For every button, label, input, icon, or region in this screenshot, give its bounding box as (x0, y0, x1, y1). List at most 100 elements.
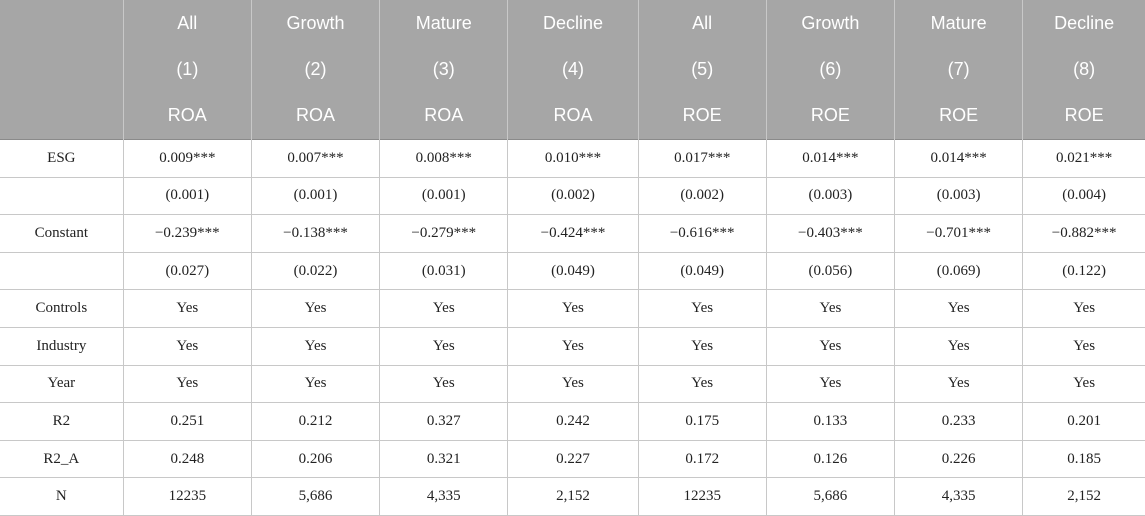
table-cell: Yes (1022, 326, 1145, 366)
table-cell: 0.185 (1022, 439, 1145, 478)
table-cell: 0.327 (379, 402, 508, 441)
table-cell: (0.003) (894, 176, 1023, 215)
header-corner (0, 0, 124, 140)
table-cell: Yes (894, 364, 1023, 403)
header-row-numbers: (1) (2) (3) (4) (5) (6) (7) (8) (0, 46, 1145, 92)
table-row: Industry Yes Yes Yes Yes Yes Yes Yes Yes (0, 326, 1145, 366)
table-cell: (0.003) (765, 176, 895, 215)
table-cell: (0.001) (250, 176, 380, 215)
table-cell: Yes (250, 364, 380, 403)
table-cell: 0.321 (379, 439, 508, 478)
table-cell: Yes (765, 289, 895, 328)
header-dependent-variable: ROA (250, 92, 380, 140)
table-cell: Yes (507, 326, 639, 366)
table-cell: 0.233 (894, 402, 1023, 441)
table-cell: 0.017*** (637, 139, 767, 178)
table-cell: Yes (765, 326, 895, 366)
table-cell: 0.248 (122, 439, 252, 478)
table-cell: 0.206 (250, 439, 380, 478)
header-sample: Mature (379, 0, 508, 46)
table-cell: Yes (250, 289, 380, 328)
header-sample: All (122, 0, 252, 46)
header-column-number: (2) (250, 46, 380, 92)
table-body: ESG 0.009*** 0.007*** 0.008*** 0.010*** 0.017… (0, 139, 1145, 516)
table-cell: Yes (1022, 289, 1145, 328)
table-cell: (0.001) (122, 176, 252, 215)
header-dependent-variable: ROA (122, 92, 252, 140)
table-header: All Growth Mature Decline All Growth Mat… (0, 0, 1145, 140)
table-row: Constant −0.239*** −0.138*** −0.279*** −0.42… (0, 214, 1145, 253)
header-column-number: (4) (507, 46, 639, 92)
header-sample: All (637, 0, 767, 46)
header-dependent-variable: ROE (894, 92, 1023, 140)
table-cell: (0.001) (379, 176, 508, 215)
header-column-number: (3) (379, 46, 508, 92)
table-cell: −0.616*** (637, 214, 767, 253)
table-cell: 0.014*** (894, 139, 1023, 178)
table-cell: (0.004) (1022, 176, 1145, 215)
table-cell: (0.049) (637, 251, 767, 290)
header-row-depvars: ROA ROA ROA ROA ROE ROE ROE ROE (0, 92, 1145, 140)
table-cell: Yes (637, 364, 767, 403)
table-cell: Yes (122, 364, 252, 403)
row-label: ESG (0, 139, 124, 178)
row-label (0, 251, 124, 290)
table-cell: (0.031) (379, 251, 508, 290)
table-cell: 5,686 (250, 477, 380, 516)
table-cell: −0.279*** (379, 214, 508, 253)
table-row: R2 0.251 0.212 0.327 0.242 0.175 0.133 0.233 0.2… (0, 402, 1145, 441)
row-label (0, 176, 124, 215)
header-dependent-variable: ROE (637, 92, 767, 140)
table-cell: Yes (379, 326, 508, 366)
header-column-number: (8) (1022, 46, 1145, 92)
header-row-samples: All Growth Mature Decline All Growth Mat… (0, 0, 1145, 140)
table-cell: 12235 (637, 477, 767, 516)
table-cell: 0.251 (122, 402, 252, 441)
table-cell: (0.122) (1022, 251, 1145, 290)
table-cell: 0.227 (507, 439, 639, 478)
table-cell: Yes (894, 326, 1023, 366)
table-cell: −0.424*** (507, 214, 639, 253)
row-label: Industry (0, 326, 124, 366)
table-cell: 2,152 (507, 477, 639, 516)
table-cell: 0.126 (765, 439, 895, 478)
table-cell: 0.007*** (250, 139, 380, 178)
header-sample: Growth (250, 0, 380, 46)
table-cell: Yes (637, 326, 767, 366)
table-cell: 0.226 (894, 439, 1023, 478)
table-row: R2_A 0.248 0.206 0.321 0.227 0.172 0.126 0.226 0… (0, 439, 1145, 478)
table-row: (0.001) (0.001) (0.001) (0.002) (0.002) (0.00… (0, 176, 1145, 215)
table-cell: −0.239*** (122, 214, 252, 253)
table-cell: Yes (379, 364, 508, 403)
table-cell: −0.403*** (765, 214, 895, 253)
table-cell: (0.002) (637, 176, 767, 215)
table-row: Year Yes Yes Yes Yes Yes Yes Yes Yes (0, 364, 1145, 403)
row-label: Controls (0, 289, 124, 328)
row-label: R2 (0, 402, 124, 441)
table-cell: 12235 (122, 477, 252, 516)
row-label: Constant (0, 214, 124, 253)
table-cell: Yes (122, 289, 252, 328)
table-cell: Yes (894, 289, 1023, 328)
header-dependent-variable: ROE (1022, 92, 1145, 140)
table-cell: 0.021*** (1022, 139, 1145, 178)
row-label: N (0, 477, 124, 516)
table-cell: 0.242 (507, 402, 639, 441)
header-column-number: (5) (637, 46, 767, 92)
table-cell: (0.069) (894, 251, 1023, 290)
header-column-number: (1) (122, 46, 252, 92)
table-cell: Yes (379, 289, 508, 328)
table-cell: 2,152 (1022, 477, 1145, 516)
table-cell: (0.002) (507, 176, 639, 215)
header-column-number: (7) (894, 46, 1023, 92)
table-cell: (0.022) (250, 251, 380, 290)
row-label: Year (0, 364, 124, 403)
table-cell: 0.133 (765, 402, 895, 441)
table-row: Controls Yes Yes Yes Yes Yes Yes Yes Yes (0, 289, 1145, 328)
table-cell: 0.172 (637, 439, 767, 478)
header-dependent-variable: ROA (507, 92, 639, 140)
table-cell: 0.009*** (122, 139, 252, 178)
table-cell: (0.056) (765, 251, 895, 290)
table-cell: 0.014*** (765, 139, 895, 178)
